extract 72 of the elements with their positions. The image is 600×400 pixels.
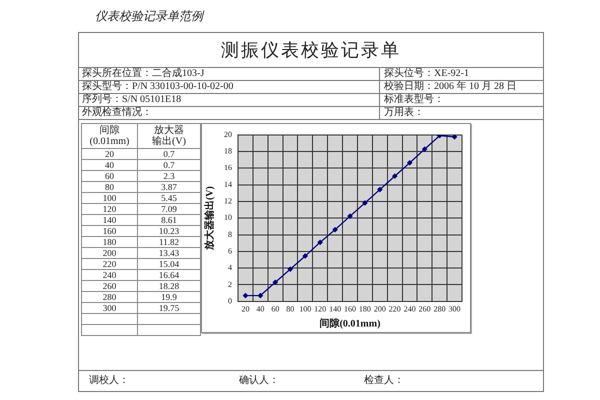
category-label: 120 (102, 204, 116, 214)
category-label: 280 (102, 292, 116, 302)
text: 万用表： (384, 107, 424, 118)
category-label: 260 (102, 281, 116, 291)
y-tick-label: 10 (224, 213, 232, 222)
y-tick-label: 12 (224, 196, 232, 206)
category-label: 140 (102, 215, 116, 225)
x-tick-label: 180 (358, 304, 371, 314)
category-label: 20 (105, 149, 114, 159)
x-tick-label: 100 (299, 304, 312, 314)
x-tick-label: 120 (314, 304, 326, 314)
text: 19.9 (161, 292, 177, 302)
text: 放大器输出(V) (152, 125, 186, 147)
text: 16.64 (158, 270, 180, 280)
x-tick-label: 260 (418, 304, 431, 314)
category-label: 240 (102, 270, 116, 280)
text: 间隙(0.01mm) (90, 125, 130, 147)
text: 外观检查情况： (82, 107, 152, 118)
x-tick-label: 280 (434, 304, 446, 314)
x-tick-label: 300 (448, 304, 461, 314)
text: 11.82 (159, 237, 179, 247)
y-tick-label: 20 (224, 130, 232, 139)
category-label: 60 (105, 171, 114, 181)
x-tick-label: 20 (241, 304, 250, 314)
x-axis-title: 间隙(0.01mm) (320, 318, 380, 330)
text: 确认人： (239, 375, 279, 386)
text: 15.04 (158, 259, 180, 269)
x-tick-label: 160 (344, 304, 356, 314)
text: 10.23 (158, 226, 180, 236)
text: 探头所在位置：二合成103-J (82, 68, 204, 79)
text: 探头型号：P/N 330103-00-10-02-00 (82, 81, 234, 92)
text: 3.87 (161, 182, 177, 192)
y-tick-label: 14 (224, 180, 232, 189)
y-tick-label: 2 (228, 280, 232, 289)
text: 13.43 (158, 248, 180, 258)
text: 2.3 (163, 171, 175, 181)
y-tick-label: 4 (228, 263, 232, 272)
text: 0.7 (163, 160, 175, 170)
x-tick-label: 80 (286, 304, 294, 314)
category-label: 80 (105, 182, 114, 192)
text: 5.45 (161, 193, 177, 203)
x-tick-label: 200 (374, 304, 386, 314)
category-label: 160 (102, 226, 116, 236)
text: 7.09 (161, 204, 177, 214)
y-tick-label: 0 (228, 296, 232, 306)
text: 探头位号：XE-92-1 (384, 68, 469, 79)
y-tick-label: 18 (224, 146, 232, 156)
category-label: 100 (102, 193, 116, 203)
x-tick-label: 140 (329, 304, 342, 314)
category-label: 200 (102, 248, 116, 258)
text: 校验日期：2006 年 10 月 28 日 (384, 81, 516, 92)
y-axis-title: 放大器输出(V) (204, 186, 216, 252)
y-tick-label: 8 (228, 230, 232, 239)
text: 0.7 (163, 149, 175, 159)
text: 序列号：S/N 05101E18 (82, 94, 182, 105)
x-tick-label: 40 (256, 304, 264, 314)
x-tick-label: 240 (404, 304, 416, 314)
text: 标准表型号： (384, 94, 444, 105)
text: 19.75 (158, 303, 180, 313)
text: 调校人： (89, 375, 129, 386)
chart-subtitle: 测振仪表校验记录单 (79, 33, 543, 68)
category-label: 180 (102, 237, 116, 247)
y-tick-label: 6 (228, 246, 232, 256)
x-tick-label: 60 (271, 304, 280, 314)
text: 检查人： (364, 375, 404, 386)
x-tick-label: 220 (388, 304, 401, 314)
y-tick-label: 16 (224, 163, 232, 172)
text: 18.28 (158, 281, 180, 291)
category-label: 40 (105, 160, 114, 170)
chart-title: 仪表校验记录单范例 (95, 9, 203, 23)
text: 8.61 (161, 215, 177, 225)
category-label: 220 (102, 259, 116, 269)
